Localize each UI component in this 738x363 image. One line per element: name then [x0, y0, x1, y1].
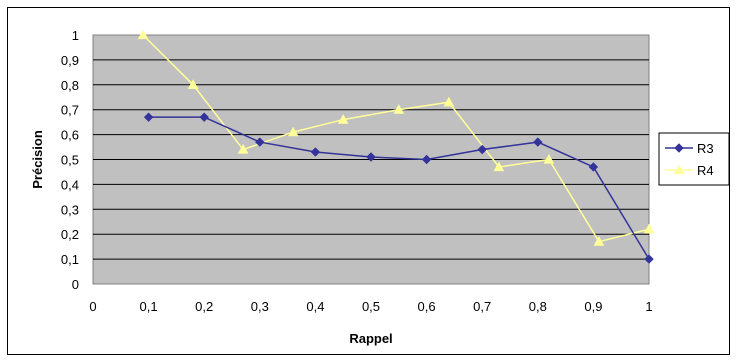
x-tick-label: 0 — [89, 299, 96, 314]
data-point — [393, 104, 405, 114]
x-tick-label: 0,9 — [584, 299, 602, 314]
data-point — [199, 112, 209, 122]
grid-lines — [93, 59, 649, 260]
data-point — [187, 79, 199, 89]
legend-marker — [674, 143, 684, 153]
y-tick-label: 1 — [72, 28, 79, 43]
y-axis-title: Précision — [30, 130, 45, 189]
legend-label: R3 — [697, 141, 714, 156]
x-tick-label: 0,2 — [195, 299, 213, 314]
data-point — [366, 152, 376, 162]
y-tick-label: 0,4 — [61, 177, 79, 192]
series-line — [148, 116, 650, 260]
x-tick-label: 0,8 — [529, 299, 547, 314]
data-point — [237, 144, 249, 154]
data-point — [643, 223, 655, 234]
y-tick-label: 0,3 — [61, 202, 79, 217]
data-point — [588, 162, 599, 172]
x-tick-label: 0,6 — [418, 299, 436, 314]
legend-item-r3: R3 — [665, 141, 714, 156]
series-r4 — [137, 29, 655, 246]
series-layer — [137, 29, 655, 264]
y-axis-ticks: 0 0,1 0,2 0,3 0,4 0,5 0,6 0,7 0,8 0,9 1 — [61, 28, 79, 292]
data-point — [137, 29, 149, 40]
data-point — [493, 161, 505, 172]
x-tick-label: 0,5 — [362, 299, 380, 314]
data-point — [593, 236, 605, 246]
data-point — [337, 114, 349, 124]
series-r3 — [143, 112, 654, 264]
y-tick-label: 0,6 — [61, 128, 79, 143]
x-axis-ticks: 0 0,1 0,2 0,3 0,4 0,5 0,6 0,7 0,8 0,9 1 — [89, 299, 652, 314]
y-tick-label: 0,1 — [61, 252, 79, 267]
data-point — [310, 147, 321, 157]
legend-label: R4 — [697, 163, 714, 178]
y-tick-label: 0,7 — [61, 103, 79, 118]
data-point — [477, 144, 487, 155]
x-axis-title: Rappel — [349, 331, 392, 346]
y-tick-label: 0 — [72, 277, 79, 292]
data-point — [287, 126, 299, 137]
data-point — [255, 137, 265, 147]
data-point — [443, 96, 455, 107]
y-tick-label: 0,8 — [61, 78, 79, 93]
data-point — [644, 254, 654, 264]
x-tick-label: 0,3 — [251, 299, 269, 314]
x-tick-label: 0,4 — [306, 299, 324, 314]
legend-item-r4: R4 — [665, 163, 714, 178]
x-tick-label: 0,1 — [140, 299, 158, 314]
data-point — [543, 153, 555, 164]
data-point — [421, 154, 432, 165]
legend-marker — [673, 164, 685, 175]
data-point — [143, 112, 154, 122]
legend-box — [658, 132, 730, 186]
x-tick-label: 0,7 — [473, 299, 491, 314]
data-point — [533, 137, 543, 147]
y-tick-label: 0,9 — [61, 53, 79, 68]
y-tick-label: 0,2 — [61, 227, 79, 242]
y-tick-label: 0,5 — [61, 153, 79, 168]
x-tick-label: 1 — [645, 299, 652, 314]
